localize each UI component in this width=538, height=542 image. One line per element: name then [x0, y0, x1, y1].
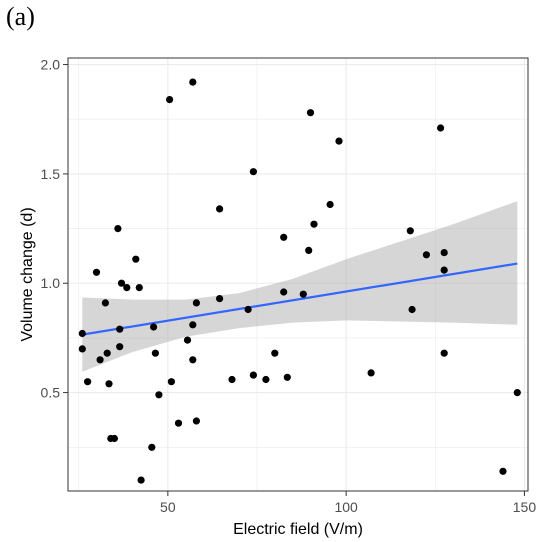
data-point — [305, 246, 313, 254]
data-point — [499, 467, 507, 475]
x-tick-label: 150 — [513, 499, 537, 515]
data-point — [166, 96, 174, 104]
data-point — [183, 336, 192, 344]
data-point — [280, 288, 288, 296]
data-point — [367, 369, 375, 377]
data-point — [310, 220, 318, 228]
data-point — [105, 380, 113, 388]
x-axis-ticks: 50 100 150 — [160, 491, 536, 515]
x-tick-label: 50 — [160, 499, 176, 515]
confidence-band-layer — [82, 201, 518, 372]
data-point — [192, 299, 200, 307]
data-point — [167, 378, 175, 386]
data-point — [155, 391, 163, 399]
y-tick-label: 2.0 — [41, 57, 61, 73]
data-point — [216, 295, 224, 303]
y-axis-title: Volume change (d) — [19, 207, 36, 341]
data-point — [249, 371, 257, 379]
data-point — [228, 375, 236, 384]
data-point — [192, 417, 200, 425]
data-point — [406, 227, 414, 235]
data-point — [189, 356, 197, 364]
data-point — [84, 378, 92, 386]
data-point — [123, 284, 131, 292]
x-axis-title: Electric field (V/m) — [233, 521, 363, 538]
y-axis-ticks: 0.5 1.0 1.5 2.0 — [41, 57, 68, 401]
fit-line — [82, 262, 518, 336]
y-tick-label: 0.5 — [41, 385, 61, 401]
data-point — [132, 255, 140, 263]
data-point — [101, 299, 109, 307]
data-point — [150, 323, 158, 331]
data-point — [216, 205, 224, 213]
data-point — [249, 168, 257, 176]
data-point — [116, 343, 124, 351]
data-point — [117, 279, 126, 287]
data-point — [408, 305, 416, 314]
data-point — [283, 373, 291, 381]
data-point — [92, 268, 101, 276]
data-point — [440, 349, 448, 357]
data-point — [299, 290, 307, 298]
data-point — [306, 109, 315, 117]
data-point — [174, 419, 183, 427]
data-point — [189, 78, 197, 86]
data-point — [96, 356, 104, 364]
data-point — [137, 476, 145, 484]
data-point — [326, 200, 334, 209]
data-point — [135, 284, 143, 292]
panel-label: (a) — [6, 2, 35, 31]
y-tick-label: 1.0 — [41, 275, 61, 291]
data-point — [271, 349, 279, 357]
data-point — [78, 345, 86, 353]
data-point — [440, 249, 448, 257]
fit-line-layer — [82, 262, 518, 336]
plot-frame — [67, 57, 529, 492]
data-point — [244, 305, 252, 314]
grid-minor — [68, 58, 528, 491]
y-tick-label: 1.5 — [41, 166, 61, 182]
data-point — [110, 434, 118, 443]
grid-major — [68, 58, 528, 491]
x-tick-label: 100 — [334, 499, 358, 515]
data-point — [335, 137, 343, 145]
data-point — [78, 329, 86, 338]
data-point — [440, 266, 448, 274]
data-point — [437, 124, 445, 132]
confidence-band — [82, 201, 518, 372]
data-point — [116, 325, 124, 333]
data-point — [114, 225, 122, 233]
data-point — [189, 321, 197, 329]
data-point — [151, 349, 159, 357]
data-points — [78, 78, 521, 484]
data-point — [148, 443, 156, 451]
data-point — [262, 375, 270, 384]
data-point — [422, 251, 430, 259]
data-point — [103, 349, 111, 357]
data-point — [280, 233, 288, 241]
data-point — [513, 389, 521, 397]
